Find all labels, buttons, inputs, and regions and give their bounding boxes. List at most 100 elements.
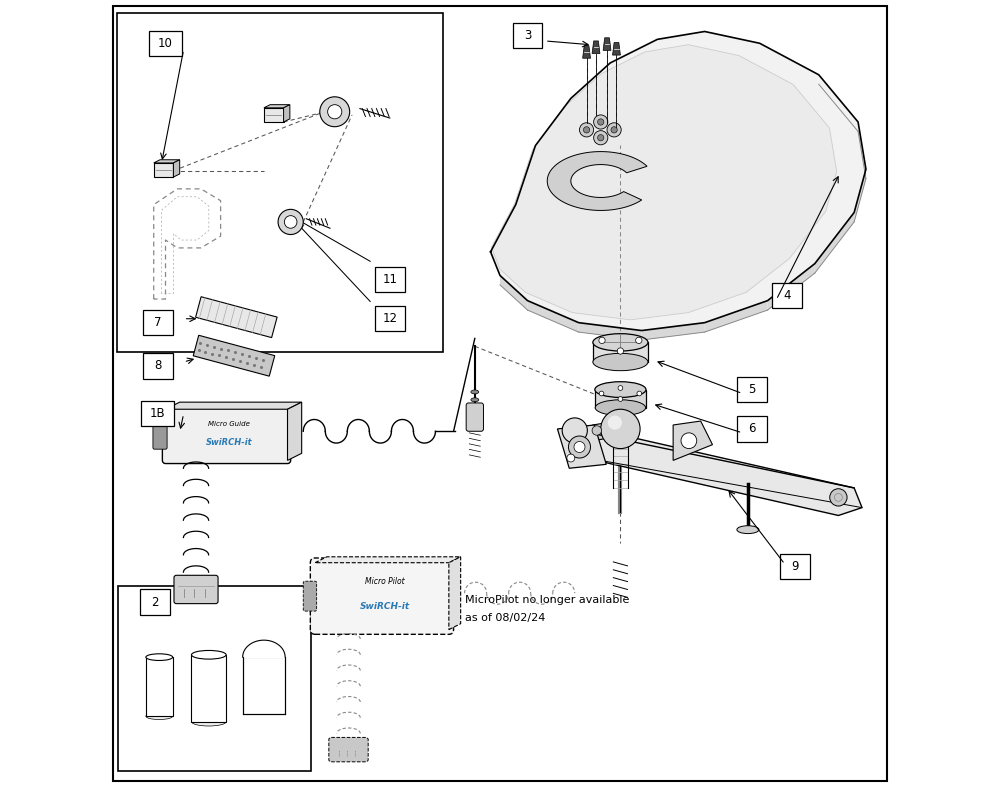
Circle shape	[592, 426, 602, 435]
Polygon shape	[571, 437, 579, 466]
Text: SwiRCH-it: SwiRCH-it	[360, 602, 410, 611]
Circle shape	[579, 123, 594, 137]
Bar	[737, 377, 767, 402]
Polygon shape	[571, 429, 862, 515]
Circle shape	[599, 337, 605, 344]
Circle shape	[618, 386, 623, 390]
Text: 8: 8	[154, 360, 161, 372]
Bar	[593, 342, 648, 362]
Ellipse shape	[593, 334, 648, 351]
Polygon shape	[854, 169, 866, 222]
FancyBboxPatch shape	[329, 737, 368, 762]
Circle shape	[567, 454, 575, 462]
Polygon shape	[579, 323, 642, 340]
Bar	[146, 657, 173, 716]
Text: 12: 12	[382, 312, 397, 325]
Polygon shape	[592, 41, 600, 54]
Circle shape	[598, 135, 604, 141]
Circle shape	[637, 391, 642, 396]
Polygon shape	[500, 275, 528, 310]
Bar	[117, 13, 443, 352]
FancyBboxPatch shape	[466, 403, 483, 431]
Ellipse shape	[593, 353, 648, 371]
Circle shape	[636, 337, 642, 344]
Polygon shape	[173, 160, 180, 177]
Text: Micro Pilot: Micro Pilot	[365, 577, 404, 586]
Ellipse shape	[737, 526, 759, 534]
Text: 4: 4	[784, 289, 791, 301]
Circle shape	[611, 127, 617, 133]
Bar	[375, 306, 405, 331]
Circle shape	[618, 397, 623, 401]
Text: Micro Guide: Micro Guide	[208, 420, 250, 427]
Ellipse shape	[595, 382, 646, 397]
Text: 11: 11	[382, 273, 397, 286]
Circle shape	[594, 131, 608, 145]
Bar	[143, 310, 173, 335]
FancyBboxPatch shape	[174, 575, 218, 604]
FancyBboxPatch shape	[162, 406, 291, 464]
Text: 2: 2	[152, 596, 159, 608]
Bar	[772, 283, 802, 308]
Circle shape	[328, 105, 342, 119]
FancyBboxPatch shape	[310, 558, 454, 634]
Circle shape	[617, 348, 624, 354]
Ellipse shape	[471, 390, 479, 394]
Polygon shape	[284, 105, 290, 122]
Circle shape	[830, 489, 847, 506]
FancyBboxPatch shape	[303, 581, 317, 611]
Polygon shape	[768, 264, 815, 310]
Polygon shape	[819, 75, 858, 131]
Bar	[154, 163, 173, 177]
Bar	[191, 655, 226, 722]
Bar	[264, 108, 284, 122]
Polygon shape	[547, 152, 647, 210]
Bar	[375, 267, 405, 292]
Polygon shape	[557, 425, 606, 468]
Polygon shape	[193, 335, 275, 376]
Ellipse shape	[595, 400, 646, 416]
Polygon shape	[705, 301, 768, 332]
Polygon shape	[528, 301, 579, 332]
Polygon shape	[613, 42, 620, 55]
FancyBboxPatch shape	[153, 420, 167, 449]
Bar	[141, 401, 174, 426]
Circle shape	[594, 115, 608, 129]
Polygon shape	[491, 45, 837, 320]
Circle shape	[320, 97, 350, 127]
Ellipse shape	[191, 650, 226, 660]
Circle shape	[562, 418, 587, 443]
Polygon shape	[858, 122, 866, 179]
Polygon shape	[196, 297, 277, 338]
Text: as of 08/02/24: as of 08/02/24	[465, 613, 545, 623]
Polygon shape	[642, 323, 705, 340]
Circle shape	[568, 436, 591, 458]
Circle shape	[599, 391, 604, 396]
Circle shape	[284, 216, 297, 228]
Polygon shape	[603, 38, 611, 50]
Ellipse shape	[471, 398, 479, 401]
Polygon shape	[154, 160, 180, 163]
Polygon shape	[815, 212, 854, 273]
Polygon shape	[673, 421, 712, 460]
Polygon shape	[166, 402, 302, 409]
Bar	[513, 23, 542, 48]
Bar	[243, 657, 285, 714]
Polygon shape	[449, 557, 461, 630]
Circle shape	[601, 409, 640, 449]
Text: 3: 3	[524, 29, 531, 42]
Text: SwiRCH-it: SwiRCH-it	[206, 438, 252, 447]
Circle shape	[598, 119, 604, 125]
Text: MicroPilot no longer available: MicroPilot no longer available	[465, 595, 629, 604]
Text: 7: 7	[154, 316, 161, 329]
Bar	[118, 586, 311, 771]
Polygon shape	[583, 46, 591, 58]
Ellipse shape	[146, 654, 173, 660]
Text: 9: 9	[791, 560, 799, 573]
Text: 10: 10	[158, 37, 173, 50]
Bar	[140, 589, 170, 615]
Text: 5: 5	[748, 383, 756, 396]
Text: 1B: 1B	[150, 407, 165, 419]
Bar	[780, 554, 810, 579]
Circle shape	[607, 123, 621, 137]
